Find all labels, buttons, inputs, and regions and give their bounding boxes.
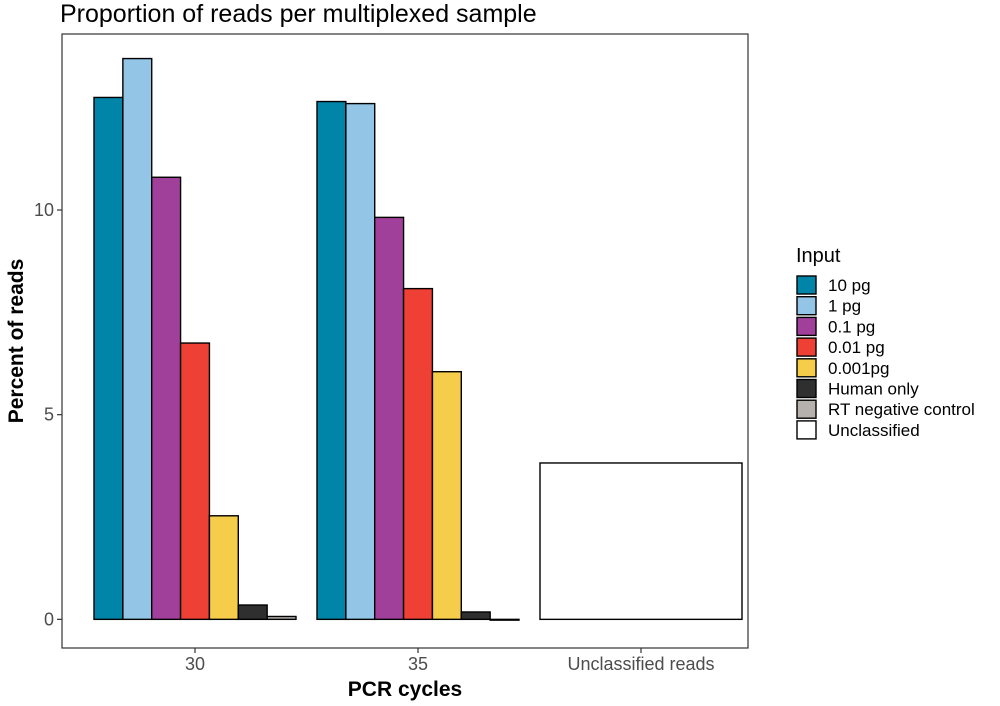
legend-label-7: Unclassified	[828, 421, 920, 440]
x-tick-label-0: 30	[185, 654, 205, 674]
bar-0-01-pg-35	[402, 287, 434, 621]
x-axis-title: PCR cycles	[348, 678, 462, 701]
y-axis-title: Percent of reads	[5, 259, 28, 424]
chart-title: Proportion of reads per multiplexed samp…	[60, 0, 537, 28]
bar-10-pg-35	[316, 100, 347, 621]
y-tick-label-5: 5	[44, 405, 54, 425]
legend-title: Input	[796, 245, 841, 267]
y-axis: 0 5 10	[34, 200, 62, 629]
legend-key-5	[796, 378, 817, 399]
bar-0-1-pg-30	[151, 176, 182, 621]
bar-0-001pg-35	[431, 371, 462, 621]
bar-0-001pg-30	[208, 515, 239, 621]
legend-label-5: Human only	[828, 380, 919, 399]
legend-label-6: RT negative control	[828, 400, 975, 419]
legend-label-4: 0.001pg	[828, 359, 889, 378]
bar-human-only-35	[460, 611, 491, 621]
legend-key-0	[796, 275, 817, 295]
bar-0-01-pg-30	[179, 342, 211, 621]
x-tick-label-1: 35	[408, 654, 428, 674]
x-tick-label-2: Unclassified reads	[567, 654, 714, 674]
legend-label-0: 10 pg	[828, 276, 871, 295]
legend-key-7	[796, 420, 817, 440]
bar-human-only-30	[237, 604, 268, 621]
legend-key-4	[796, 358, 817, 378]
legend-label-1: 1 pg	[828, 297, 861, 316]
y-tick-label-10: 10	[34, 200, 54, 220]
bar-rt-negative-control-30	[266, 615, 297, 621]
bar-1-pg-30	[122, 57, 153, 621]
y-tick-label-0: 0	[44, 609, 54, 629]
x-axis: 30 35 Unclassified reads	[185, 648, 715, 674]
legend: 10 pg 1 pg0.1 pg 0.01 pg 0.001pg Human onlyR…	[796, 275, 975, 440]
bar-unclassified-unclassified-reads	[539, 462, 743, 621]
bar-rt-negative-control-35	[489, 618, 520, 621]
bar-10-pg-30	[93, 96, 124, 621]
legend-key-2	[796, 316, 817, 337]
legend-label-2: 0.1 pg	[828, 317, 875, 336]
legend-key-1	[796, 296, 817, 316]
legend-key-3	[796, 337, 817, 357]
bar-0-1-pg-35	[374, 216, 405, 621]
legend-key-6	[796, 399, 817, 419]
bar-1-pg-35	[345, 102, 376, 621]
bars-group	[93, 57, 743, 621]
legend-label-3: 0.01 pg	[828, 338, 885, 357]
